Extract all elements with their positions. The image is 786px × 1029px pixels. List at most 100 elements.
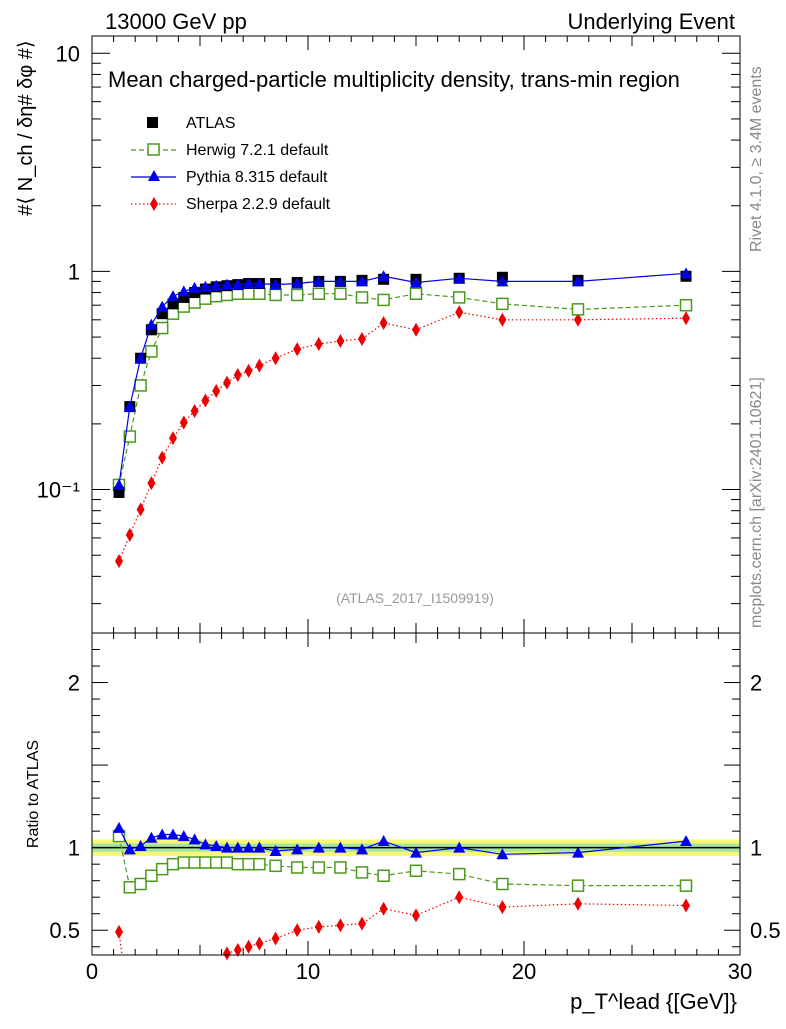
legend-marker-pythia bbox=[148, 170, 160, 181]
pythia-point bbox=[253, 277, 266, 289]
pythia-point bbox=[269, 278, 282, 290]
y-axis-label: #⟨ N_ch / δη# δφ #⟩ bbox=[15, 40, 37, 215]
series-layer bbox=[112, 267, 693, 961]
sherpa-point bbox=[379, 316, 388, 331]
main-panel-ticks: 10⁻¹ 1 10 bbox=[37, 36, 741, 633]
collision-label: 13000 GeV pp bbox=[105, 9, 247, 34]
pythia-point bbox=[210, 279, 223, 291]
legend-marker-atlas bbox=[147, 117, 158, 128]
sherpa-ratio-point bbox=[293, 923, 302, 938]
pythia-point bbox=[680, 267, 692, 279]
pythia-point bbox=[312, 275, 325, 287]
herwig-ratio-point bbox=[496, 877, 509, 891]
pythia-ratio-point bbox=[572, 846, 584, 858]
sherpa-ratio-point bbox=[682, 898, 690, 913]
ratio-tick-label: 1 bbox=[68, 836, 80, 861]
x-axis-label: p_T^lead {[GeV]} bbox=[570, 989, 737, 1014]
x-tick-label: 20 bbox=[512, 959, 536, 984]
herwig-ratio-point bbox=[312, 861, 326, 874]
herwig-point bbox=[145, 345, 158, 358]
herwig-ratio-point bbox=[571, 879, 585, 892]
herwig-point bbox=[199, 292, 212, 305]
herwig-ratio-point bbox=[145, 869, 158, 882]
sherpa-ratio-point bbox=[255, 936, 264, 951]
herwig-ratio-point bbox=[155, 862, 169, 876]
sherpa-point bbox=[115, 554, 123, 569]
pythia-ratio-point bbox=[680, 835, 692, 847]
pythia-point bbox=[356, 275, 368, 287]
herwig-point bbox=[253, 287, 266, 300]
sherpa-point bbox=[682, 311, 690, 326]
pythia-point bbox=[134, 352, 147, 364]
sherpa-ratio-point bbox=[271, 931, 280, 946]
pythia-ratio-point bbox=[377, 835, 390, 847]
pythia-ratio-point bbox=[210, 840, 223, 852]
sherpa-point bbox=[271, 351, 280, 366]
pythia-point bbox=[242, 277, 255, 289]
herwig-point bbox=[452, 291, 466, 304]
ratio-panel-frame bbox=[91, 632, 741, 956]
herwig-ratio-point bbox=[134, 877, 147, 891]
herwig-point bbox=[355, 291, 369, 304]
herwig-ratio-point bbox=[231, 857, 245, 871]
pythia-point bbox=[199, 280, 212, 292]
herwig-ratio-point bbox=[242, 857, 255, 871]
legend-marker-herwig bbox=[147, 143, 160, 156]
herwig-point bbox=[209, 289, 223, 303]
herwig-ratio-point bbox=[409, 864, 423, 878]
sherpa-point bbox=[574, 312, 582, 327]
pythia-ratio-point bbox=[453, 841, 466, 853]
pythia-point bbox=[231, 278, 244, 290]
herwig-ratio-point bbox=[220, 856, 234, 869]
sherpa-point bbox=[179, 415, 188, 430]
pythia-ratio-point bbox=[356, 843, 368, 855]
herwig-ratio-point bbox=[123, 881, 137, 894]
atlas-point bbox=[113, 486, 125, 498]
pythia-point bbox=[291, 277, 304, 289]
herwig-point bbox=[409, 287, 423, 300]
pythia-ratio-point bbox=[167, 828, 179, 840]
sherpa-point bbox=[498, 312, 507, 327]
legend-label-herwig: Herwig 7.2.1 default bbox=[186, 142, 329, 159]
y-tick-label: 10⁻¹ bbox=[37, 478, 80, 503]
y-tick-label: 10 bbox=[56, 41, 80, 66]
herwig-ratio-point bbox=[334, 861, 347, 874]
pythia-point bbox=[410, 276, 422, 288]
pythia-point bbox=[156, 300, 169, 312]
pythia-ratio-point bbox=[231, 841, 244, 853]
pythia-ratio-point bbox=[242, 841, 255, 853]
herwig-ratio-point bbox=[452, 867, 466, 881]
herwig-point bbox=[269, 288, 282, 302]
pythia-point bbox=[377, 270, 390, 282]
pythia-point bbox=[177, 285, 190, 297]
legend-label-sherpa: Sherpa 2.2.9 default bbox=[186, 196, 331, 213]
sherpa-point bbox=[244, 363, 253, 378]
atlas-point bbox=[156, 308, 168, 320]
ratio-tick-label-right: 1 bbox=[750, 836, 762, 861]
pythia-point bbox=[496, 275, 509, 287]
pythia-ratio-point bbox=[134, 840, 147, 852]
pythia-ratio-point bbox=[123, 843, 136, 855]
pythia-ratio-point bbox=[156, 828, 169, 840]
pythia-ratio-point bbox=[410, 846, 422, 858]
x-tick-label: 10 bbox=[296, 959, 320, 984]
atlas-point bbox=[178, 291, 190, 303]
atlas-point bbox=[145, 324, 157, 336]
sherpa-ratio-point bbox=[233, 943, 242, 958]
sherpa-point bbox=[125, 527, 134, 542]
sherpa-ratio-point bbox=[574, 896, 582, 911]
pythia-ratio-point bbox=[253, 841, 266, 853]
pythia-point bbox=[145, 318, 158, 330]
sherpa-point bbox=[455, 305, 464, 320]
ratio-axis-label: Ratio to ATLAS bbox=[25, 740, 42, 848]
source-label: mcplots.cern.ch [arXiv:2401.10621] bbox=[748, 377, 765, 628]
herwig-point bbox=[496, 297, 509, 311]
herwig-ratio-point bbox=[166, 857, 180, 871]
herwig-point bbox=[679, 298, 693, 312]
chart-title: Mean charged-particle multiplicity densi… bbox=[108, 67, 680, 92]
pythia-point bbox=[113, 478, 125, 490]
legend-label-atlas: ATLAS bbox=[186, 115, 236, 132]
sherpa-point bbox=[223, 375, 231, 390]
